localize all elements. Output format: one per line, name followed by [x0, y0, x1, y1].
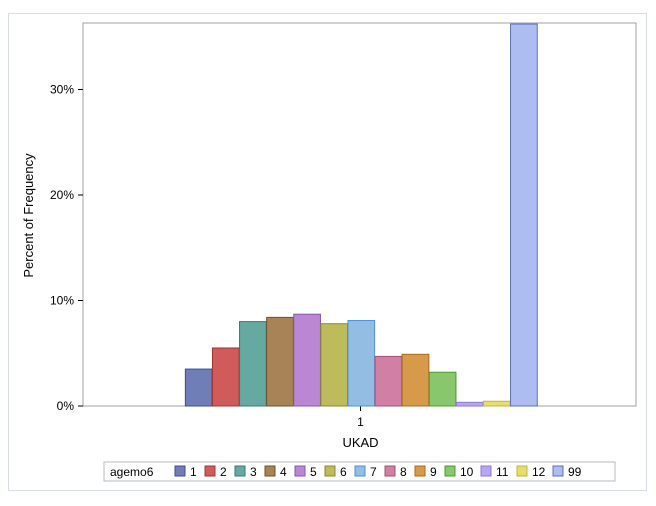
bar-agemo6-12	[482, 400, 511, 407]
legend-swatch-10	[444, 465, 456, 477]
legend-swatch-7	[354, 465, 366, 477]
bar-agemo6-8	[374, 355, 403, 407]
legend-swatch-3	[234, 465, 246, 477]
legend-swatch-2	[204, 465, 216, 477]
legend-label-11: 11	[496, 465, 509, 479]
bar-agemo6-6	[320, 323, 349, 407]
legend-swatch-8	[384, 465, 396, 477]
bar-agemo6-1	[184, 368, 213, 407]
legend-label-4: 4	[280, 465, 287, 479]
legend-swatch-12	[516, 465, 528, 477]
legend-swatch-99	[552, 465, 564, 477]
chart-frame	[8, 13, 647, 491]
bar-agemo6-7	[347, 320, 376, 407]
legend-swatch-9	[414, 465, 426, 477]
legend-label-10: 10	[460, 465, 474, 479]
legend-label-7: 7	[370, 465, 377, 479]
legend-swatch-11	[480, 465, 492, 477]
legend-label-5: 5	[310, 465, 317, 479]
y-tick-label: 20%	[50, 188, 74, 202]
bar-agemo6-9	[401, 353, 430, 407]
legend-swatch-1	[174, 465, 186, 477]
x-tick-label: 1	[357, 415, 364, 429]
legend-label-6: 6	[340, 465, 347, 479]
bar-agemo6-99	[510, 23, 538, 407]
legend-title: agemo6	[110, 465, 154, 479]
legend-label-9: 9	[430, 465, 437, 479]
legend: agemo6 1 2 3 4 5 6 7 8 9 10 11 12 99	[103, 461, 616, 482]
x-axis: 1	[357, 406, 364, 429]
bar-agemo6-5	[293, 313, 321, 407]
y-axis: 0% 10% 20% 30%	[50, 82, 83, 413]
legend-label-99: 99	[568, 465, 582, 479]
legend-label-2: 2	[220, 465, 227, 479]
y-tick-label: 10%	[50, 293, 74, 307]
legend-swatch-4	[264, 465, 276, 477]
bar-agemo6-3	[239, 321, 267, 407]
x-axis-title: UKAD	[342, 435, 378, 450]
bar-agemo6-2	[211, 347, 240, 407]
bar-agemo6-4	[266, 316, 294, 407]
legend-label-3: 3	[250, 465, 257, 479]
legend-swatch-5	[294, 465, 306, 477]
bars	[184, 23, 538, 407]
bar-agemo6-10	[428, 371, 457, 407]
bar-agemo6-11	[455, 401, 484, 407]
legend-label-8: 8	[400, 465, 407, 479]
legend-label-12: 12	[532, 465, 546, 479]
y-tick-label: 0%	[57, 399, 75, 413]
legend-swatch-6	[324, 465, 336, 477]
legend-label-1: 1	[190, 465, 197, 479]
y-axis-title: Percent of Frequency	[21, 153, 36, 278]
y-tick-label: 30%	[50, 82, 74, 96]
